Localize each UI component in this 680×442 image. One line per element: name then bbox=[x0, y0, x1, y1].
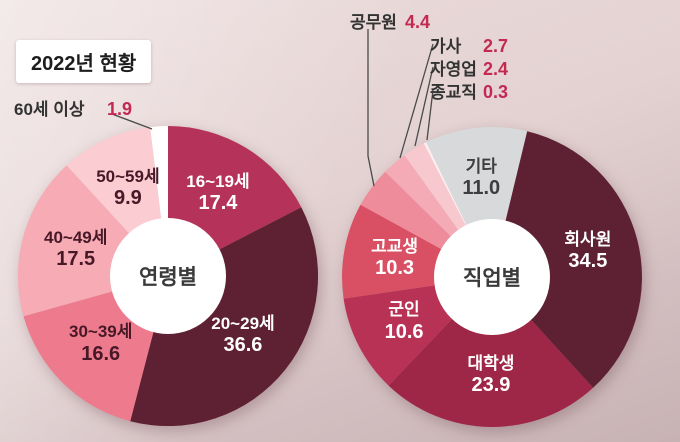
callout-value: 4.4 bbox=[404, 12, 430, 32]
line-religious bbox=[426, 89, 434, 141]
page-title: 2022년 현황 bbox=[31, 53, 137, 75]
line-self-employed bbox=[414, 66, 434, 147]
pie-segment-회사원 bbox=[492, 131, 642, 388]
callout-religious: 종교직 0.3 bbox=[430, 78, 508, 103]
callout-label: 자영업 bbox=[430, 60, 477, 79]
line-civil-servant bbox=[367, 29, 375, 187]
pie-segment-대학생 bbox=[388, 277, 594, 427]
callout-self-employed: 자영업 2.4 bbox=[430, 55, 508, 80]
callout-label: 공무원 bbox=[350, 13, 397, 32]
callout-age-60plus: 60세 이상 1.9 bbox=[14, 95, 132, 120]
callout-value: 0.3 bbox=[482, 82, 508, 102]
callout-value: 2.4 bbox=[482, 59, 508, 79]
line-age-60plus bbox=[111, 113, 153, 130]
line-housework bbox=[399, 43, 434, 159]
donut-hole bbox=[434, 219, 550, 335]
pie-segment-20~29세 bbox=[130, 207, 319, 427]
title-box: 2022년 현황 bbox=[16, 40, 152, 83]
callout-value: 1.9 bbox=[106, 99, 132, 119]
callout-civil-servant: 공무원 4.4 bbox=[350, 8, 430, 33]
donut-hole bbox=[110, 218, 226, 334]
callout-label: 60세 이상 bbox=[14, 100, 85, 119]
pie-segment-기타 bbox=[426, 127, 528, 277]
callout-housework: 가사 2.7 bbox=[430, 32, 508, 57]
callout-value: 2.7 bbox=[482, 36, 508, 56]
callout-label: 종교직 bbox=[430, 83, 477, 102]
callout-label: 가사 bbox=[430, 37, 462, 56]
age-chart-center-label: 연령별 bbox=[139, 266, 197, 289]
job-chart-center-label: 직업별 bbox=[463, 267, 521, 290]
